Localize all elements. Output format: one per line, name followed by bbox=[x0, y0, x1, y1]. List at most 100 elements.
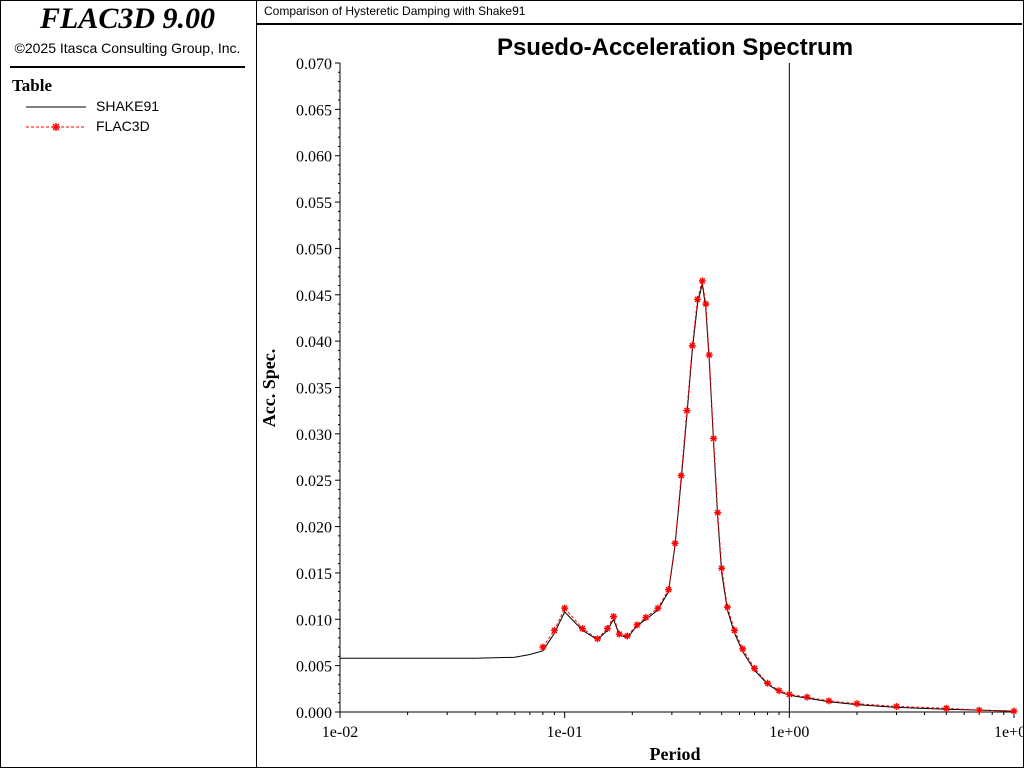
star-marker-stroke bbox=[724, 604, 731, 611]
y-tick-label: 0.000 bbox=[296, 705, 332, 722]
data-point-flac3d bbox=[705, 351, 713, 359]
data-point-flac3d bbox=[665, 586, 673, 594]
data-point-flac3d bbox=[825, 697, 833, 705]
x-tick-label: 1e+01 bbox=[994, 724, 1024, 741]
star-marker-stroke bbox=[1011, 708, 1017, 715]
data-point-flac3d bbox=[539, 643, 547, 651]
y-tick-label: 0.060 bbox=[296, 149, 332, 166]
data-point-flac3d bbox=[730, 626, 738, 634]
data-point-flac3d bbox=[803, 693, 811, 701]
data-point-flac3d bbox=[623, 632, 631, 640]
x-tick-label: 1e-01 bbox=[546, 724, 582, 741]
star-marker-stroke bbox=[893, 703, 900, 710]
data-point-flac3d bbox=[550, 626, 558, 634]
data-point-flac3d bbox=[688, 342, 696, 350]
star-marker-stroke bbox=[710, 435, 717, 442]
star-marker-stroke bbox=[604, 625, 611, 632]
data-point-flac3d bbox=[775, 687, 783, 695]
star-marker-stroke bbox=[804, 694, 811, 701]
y-tick-label: 0.035 bbox=[296, 381, 332, 398]
star-marker-stroke bbox=[579, 625, 586, 632]
legend-item-flac3d: FLAC3D bbox=[24, 118, 244, 135]
data-point-flac3d bbox=[677, 472, 685, 480]
x-axis-label: Period bbox=[650, 744, 701, 764]
star-marker-stroke bbox=[825, 697, 832, 704]
data-point-flac3d bbox=[642, 613, 650, 621]
data-point-flac3d bbox=[702, 300, 710, 308]
star-marker-stroke bbox=[694, 296, 701, 303]
data-point-flac3d bbox=[683, 407, 691, 415]
copyright-text: ©2025 Itasca Consulting Group, Inc. bbox=[14, 40, 241, 56]
data-point-flac3d bbox=[714, 509, 722, 517]
data-point-flac3d bbox=[698, 277, 706, 285]
legend-label-flac3d: FLAC3D bbox=[96, 118, 150, 134]
data-point-flac3d bbox=[751, 664, 759, 672]
y-tick-label: 0.045 bbox=[296, 288, 332, 305]
star-marker-stroke bbox=[718, 565, 725, 572]
star-marker-stroke bbox=[678, 472, 685, 479]
chart-title: Psuedo-Acceleration Spectrum bbox=[497, 34, 853, 61]
y-tick-label: 0.065 bbox=[296, 102, 332, 119]
star-marker-stroke bbox=[561, 605, 568, 612]
star-marker-stroke bbox=[594, 635, 601, 642]
legend-swatch-shake91 bbox=[26, 106, 86, 108]
star-marker-stroke bbox=[751, 665, 758, 672]
caption-divider bbox=[257, 23, 1022, 25]
legend-panel bbox=[0, 0, 256, 768]
data-point-flac3d bbox=[1010, 707, 1018, 715]
star-marker-stroke bbox=[689, 342, 696, 349]
legend-label-shake91: SHAKE91 bbox=[96, 98, 160, 114]
data-point-flac3d bbox=[785, 690, 793, 698]
data-point-flac3d bbox=[693, 295, 701, 303]
data-point-flac3d bbox=[942, 704, 950, 712]
y-tick-label: 0.020 bbox=[296, 520, 332, 537]
series-line-flac3d bbox=[542, 280, 1015, 712]
y-tick-label: 0.005 bbox=[296, 659, 332, 676]
star-marker-stroke bbox=[699, 277, 706, 284]
star-marker-stroke bbox=[714, 509, 721, 516]
plot-caption: Comparison of Hysteretic Damping with Sh… bbox=[264, 4, 526, 18]
star-marker-stroke bbox=[976, 707, 983, 714]
data-point-flac3d bbox=[603, 625, 611, 633]
data-point-flac3d bbox=[739, 645, 747, 653]
y-axis-label: Acc. Spec. bbox=[259, 349, 279, 427]
data-point-flac3d bbox=[561, 604, 569, 612]
star-marker-stroke bbox=[539, 644, 546, 651]
y-tick-label: 0.050 bbox=[296, 241, 332, 258]
data-point-flac3d bbox=[718, 564, 726, 572]
star-marker-stroke bbox=[665, 586, 672, 593]
y-tick-label: 0.070 bbox=[296, 56, 332, 73]
legend-item-shake91: SHAKE91 bbox=[24, 98, 244, 115]
star-marker-stroke bbox=[764, 680, 771, 687]
x-tick-label: 1e+00 bbox=[769, 724, 809, 741]
star-marker-stroke bbox=[616, 631, 623, 638]
star-marker-stroke bbox=[551, 627, 558, 634]
y-tick-label: 0.025 bbox=[296, 473, 332, 490]
legend-heading: Table bbox=[12, 76, 53, 95]
data-point-flac3d bbox=[633, 621, 641, 629]
y-tick-label: 0.030 bbox=[296, 427, 332, 444]
star-marker-stroke bbox=[943, 705, 950, 712]
star-marker-stroke bbox=[786, 691, 793, 698]
app-title: FLAC3D 9.00 bbox=[39, 2, 216, 35]
series-line-shake91 bbox=[340, 283, 1015, 712]
star-marker-stroke bbox=[610, 613, 617, 620]
data-point-flac3d bbox=[654, 604, 662, 612]
y-tick-label: 0.010 bbox=[296, 612, 332, 629]
data-point-flac3d bbox=[853, 700, 861, 708]
star-marker-stroke bbox=[739, 645, 746, 652]
x-tick-label: 1e-02 bbox=[322, 724, 358, 741]
title-divider bbox=[10, 66, 245, 68]
star-marker-stroke bbox=[853, 700, 860, 707]
data-point-flac3d bbox=[671, 539, 679, 547]
plot-panel bbox=[256, 0, 1024, 768]
star-marker-stroke bbox=[672, 540, 679, 547]
star-marker-stroke bbox=[706, 352, 713, 359]
star-marker-stroke bbox=[642, 614, 649, 621]
data-point-flac3d bbox=[593, 635, 601, 643]
y-tick-label: 0.040 bbox=[296, 334, 332, 351]
data-point-flac3d bbox=[764, 679, 772, 687]
y-tick-label: 0.015 bbox=[296, 566, 332, 583]
data-point-flac3d bbox=[578, 625, 586, 633]
